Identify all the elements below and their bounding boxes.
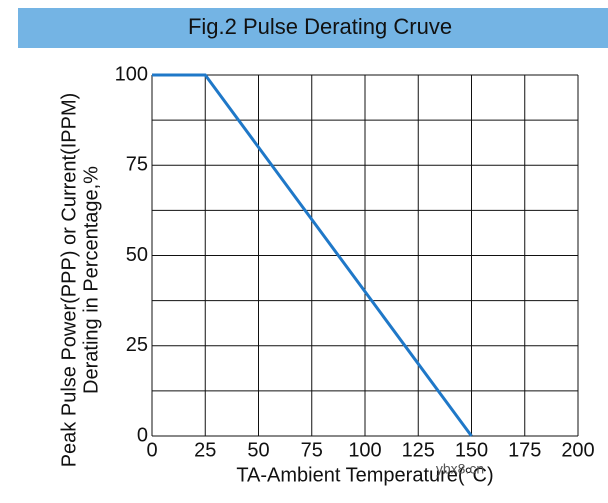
- x-tick-label: 75: [301, 439, 323, 461]
- x-tick-label: 125: [402, 439, 435, 461]
- y-tick-label: 100: [115, 63, 148, 85]
- x-axis-label: TA-Ambient Temperature(°C): [236, 464, 493, 486]
- y-tick-label: 25: [126, 334, 148, 356]
- x-tick-label: 200: [561, 439, 594, 461]
- y-tick-label: 75: [126, 154, 148, 176]
- chart-title: Fig.2 Pulse Derating Cruve: [188, 14, 452, 39]
- data-line: [152, 73, 473, 437]
- x-tick-label: 100: [348, 439, 381, 461]
- x-tick-label: 175: [508, 439, 541, 461]
- y-axis-label: Peak Pulse Power(PPP) or Current(IPPM): [58, 93, 80, 468]
- x-tick-label: 150: [455, 439, 488, 461]
- y-tick-label: 50: [126, 244, 148, 266]
- title-bar: [18, 8, 608, 48]
- y-axis-label: Derating in Percentage,%: [80, 166, 102, 394]
- x-tick-label: 50: [247, 439, 269, 461]
- x-tick-label: 25: [194, 439, 216, 461]
- y-tick-label: 0: [137, 424, 148, 446]
- x-tick-label: 0: [146, 439, 157, 461]
- watermark: ybx8.cn: [436, 461, 484, 477]
